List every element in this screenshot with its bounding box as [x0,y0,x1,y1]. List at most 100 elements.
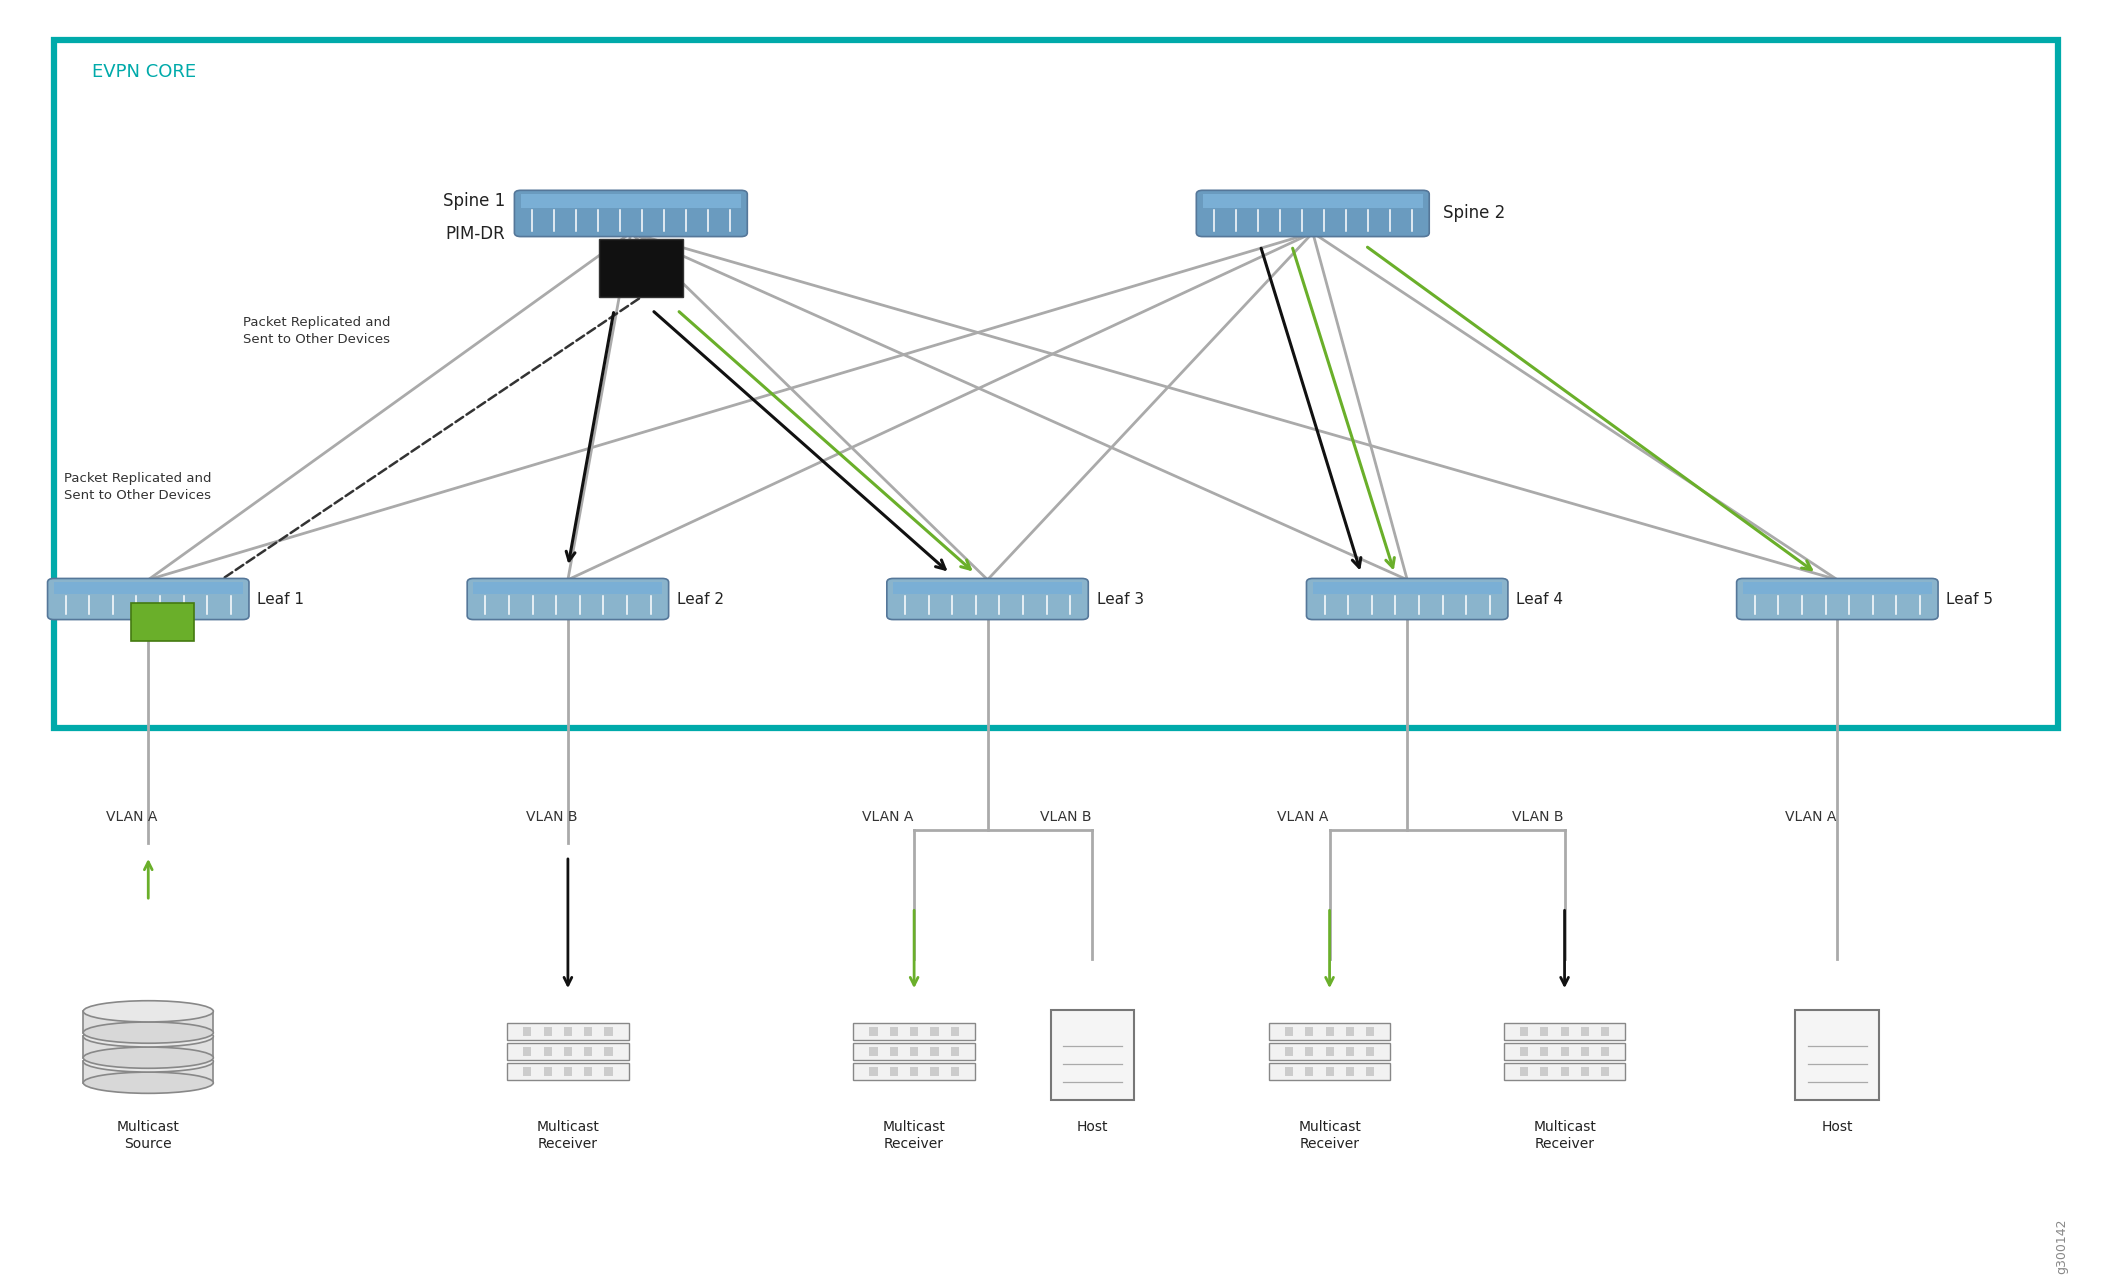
Text: Leaf 1: Leaf 1 [256,591,305,607]
Bar [521,194,742,207]
Bar [506,1043,628,1060]
Text: VLAN B: VLAN B [1513,810,1563,824]
Bar [605,1068,613,1075]
Text: Leaf 3: Leaf 3 [1097,591,1143,607]
Bar [84,1061,214,1083]
Bar [891,1068,897,1075]
Bar [563,1068,571,1075]
Bar [853,1023,975,1039]
Bar [1286,1047,1292,1056]
Bar [584,1028,592,1036]
Bar [523,1047,532,1056]
Bar [1601,1068,1609,1075]
Text: Multicast
Receiver: Multicast Receiver [1298,1119,1361,1151]
Bar [931,1068,939,1075]
Bar [1050,1010,1135,1100]
Bar [910,1068,918,1075]
Text: VLAN B: VLAN B [525,810,578,824]
Bar [931,1047,939,1056]
Bar [544,1068,553,1075]
Bar [1504,1043,1626,1060]
Bar [1796,1010,1878,1100]
Bar [1519,1028,1527,1036]
Bar [605,1047,613,1056]
FancyBboxPatch shape [1738,578,1937,620]
Bar [870,1028,878,1036]
Bar [506,1063,628,1079]
Bar [891,1028,897,1036]
Bar [1305,1047,1313,1056]
Ellipse shape [84,1025,214,1047]
Bar [84,1011,214,1033]
Bar [1305,1068,1313,1075]
FancyBboxPatch shape [1307,578,1509,620]
Text: VLAN A: VLAN A [1786,810,1836,824]
Text: VLAN A: VLAN A [1277,810,1328,824]
Ellipse shape [84,1001,214,1021]
FancyBboxPatch shape [515,191,748,237]
Bar [1202,194,1422,207]
Text: Host: Host [1076,1119,1107,1133]
Text: EVPN CORE: EVPN CORE [92,63,195,81]
Bar [563,1047,571,1056]
Bar [1580,1028,1588,1036]
Ellipse shape [84,1072,214,1094]
Bar [1305,1028,1313,1036]
Bar [544,1047,553,1056]
Bar [1326,1047,1334,1056]
Bar [1347,1028,1353,1036]
Text: Multicast
Receiver: Multicast Receiver [536,1119,599,1151]
Bar [1601,1028,1609,1036]
Bar [584,1068,592,1075]
Bar [1540,1047,1548,1056]
Bar [1326,1028,1334,1036]
Bar [1561,1028,1569,1036]
Bar [1326,1068,1334,1075]
Bar [506,1023,628,1039]
Bar [1580,1047,1588,1056]
Text: Leaf 2: Leaf 2 [677,591,725,607]
Bar [523,1028,532,1036]
Bar [1286,1068,1292,1075]
Bar [544,1028,553,1036]
Bar [132,603,195,641]
Text: VLAN A: VLAN A [107,810,158,824]
Bar [1580,1068,1588,1075]
Text: g300142: g300142 [2055,1218,2067,1274]
Bar [1519,1068,1527,1075]
Bar [1561,1068,1569,1075]
Bar [1366,1047,1374,1056]
Text: Spine 2: Spine 2 [1443,205,1504,223]
Bar [950,1047,958,1056]
Bar [1504,1063,1626,1079]
Text: PIM-DR: PIM-DR [445,225,504,243]
Bar [891,1047,897,1056]
Bar [893,582,1082,594]
Text: Host: Host [1822,1119,1853,1133]
Bar [1269,1063,1391,1079]
Bar [950,1068,958,1075]
Bar [853,1043,975,1060]
Bar [910,1028,918,1036]
Text: Multicast
Receiver: Multicast Receiver [882,1119,945,1151]
FancyBboxPatch shape [887,578,1088,620]
Text: Leaf 5: Leaf 5 [1946,591,1994,607]
Text: Packet Replicated and
Sent to Other Devices: Packet Replicated and Sent to Other Devi… [244,317,391,346]
Bar [1347,1047,1353,1056]
Bar [1744,582,1931,594]
Bar [931,1028,939,1036]
Text: Multicast
Source: Multicast Source [118,1119,181,1151]
Text: Multicast
Receiver: Multicast Receiver [1534,1119,1597,1151]
Bar [1347,1068,1353,1075]
Bar [910,1047,918,1056]
Bar [84,1037,214,1057]
Bar [1366,1028,1374,1036]
Bar [1601,1047,1609,1056]
Ellipse shape [84,1047,214,1068]
Text: Spine 1: Spine 1 [443,192,504,210]
Bar [473,582,662,594]
Ellipse shape [84,1051,214,1072]
Bar [605,1028,613,1036]
Bar [599,240,683,298]
Bar [1561,1047,1569,1056]
